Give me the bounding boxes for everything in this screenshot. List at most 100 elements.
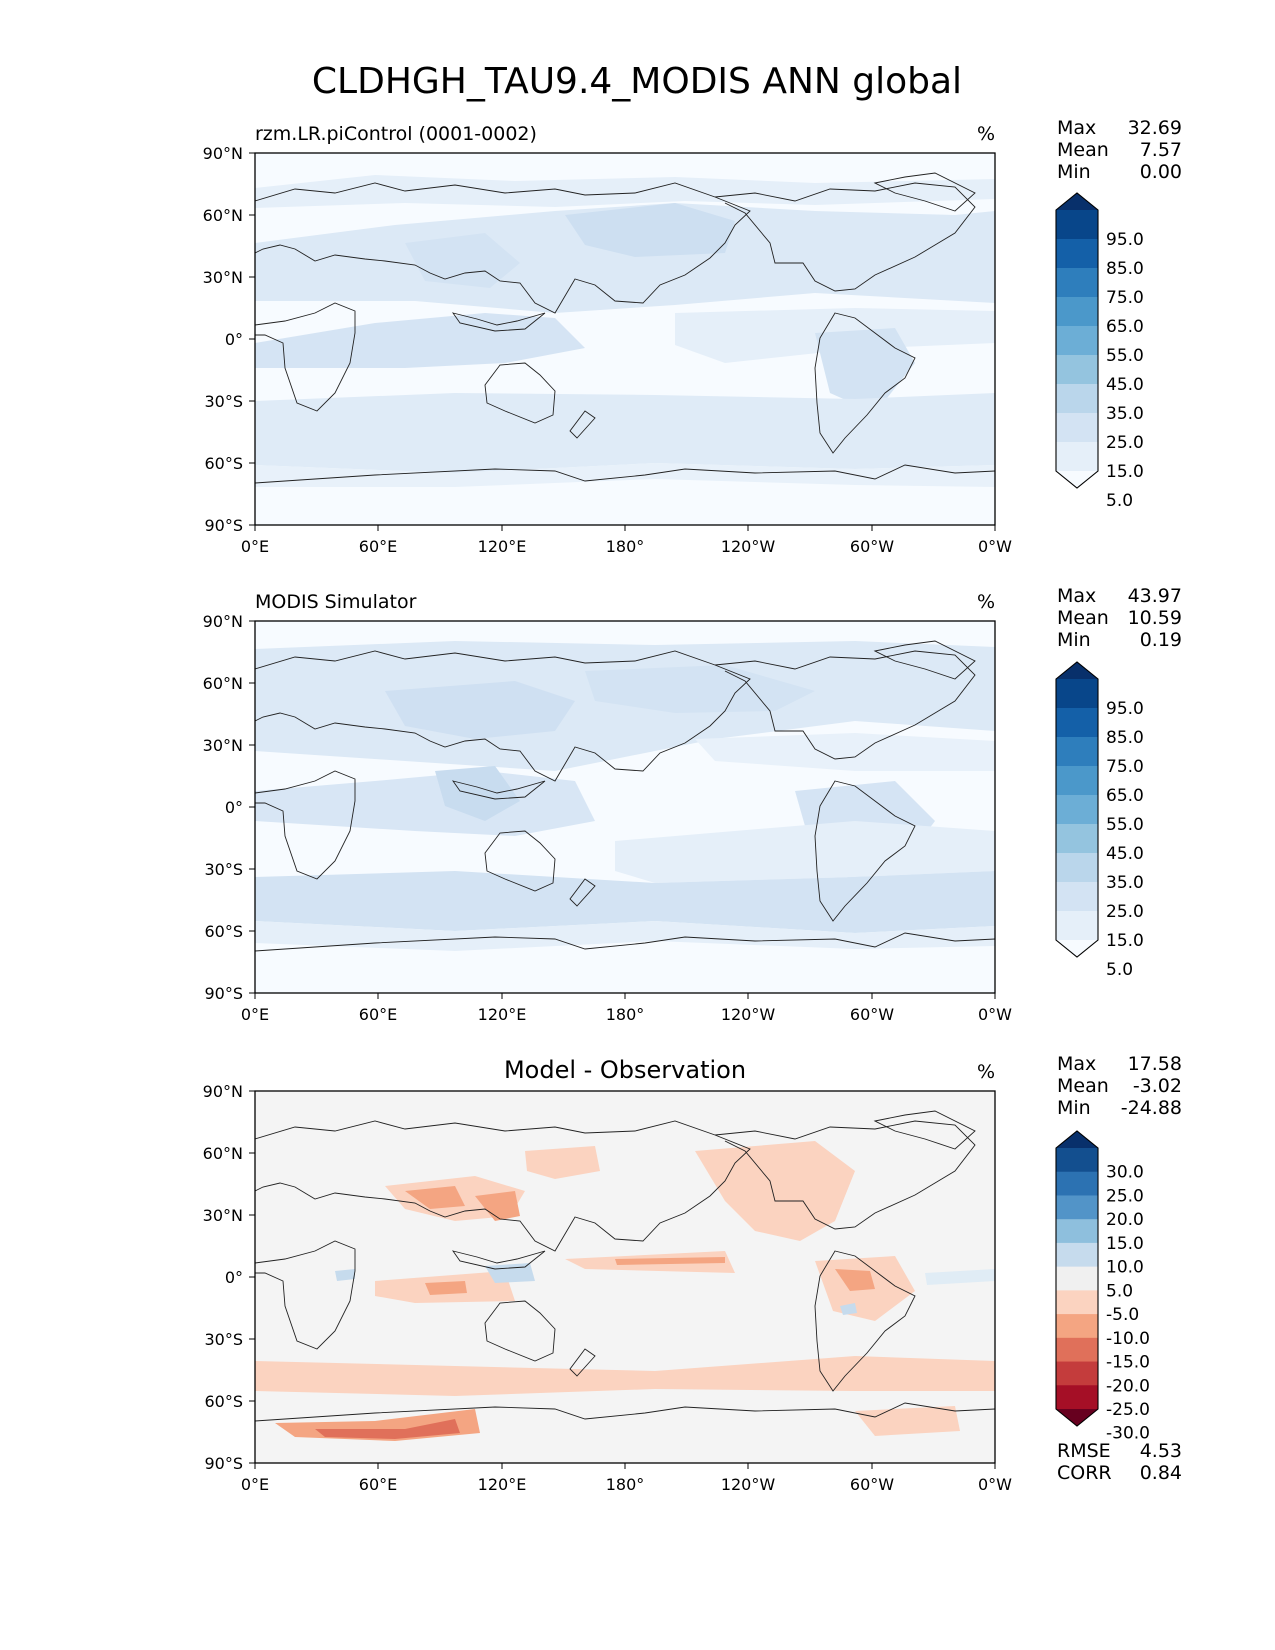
colorbar-tick-label: 5.0 xyxy=(1106,1281,1133,1301)
lon-axis: 0°E 60°E 120°E 180° 120°W 60°W 0°W xyxy=(241,993,1012,1024)
colorbar-segment xyxy=(1056,824,1098,854)
lat-tick: 60°N xyxy=(203,1144,243,1163)
stat-label-max: Max xyxy=(1057,1053,1096,1075)
colorbar-segment xyxy=(1056,679,1098,709)
map-field xyxy=(255,1091,995,1463)
coastlines xyxy=(255,172,995,484)
colorbar-tick-label: 25.0 xyxy=(1106,433,1144,453)
stat-value-mean: -3.02 xyxy=(1133,1075,1182,1097)
lon-tick: 60°W xyxy=(850,1475,894,1494)
lon-tick: 120°W xyxy=(721,1005,776,1024)
stat-value-mean: 7.57 xyxy=(1140,139,1182,161)
stat-value-min: -24.88 xyxy=(1121,1097,1182,1119)
colorbar-tick-label: 15.0 xyxy=(1106,462,1144,482)
metric-label-corr: CORR xyxy=(1057,1462,1112,1484)
lon-tick: 60°E xyxy=(359,1005,397,1024)
lat-tick: 0° xyxy=(225,330,243,349)
lat-axis: 90°N 60°N 30°N 0° 30°S 60°S 90°S xyxy=(203,1082,255,1473)
colorbar-extend-min xyxy=(1056,471,1098,488)
lat-tick: 60°S xyxy=(204,1392,243,1411)
stat-label-max: Max xyxy=(1057,117,1096,139)
colorbar-tick-label: 35.0 xyxy=(1106,873,1144,893)
colorbar-segment xyxy=(1056,413,1098,443)
lon-tick: 0°W xyxy=(978,1475,1012,1494)
colorbar-tick-label: 45.0 xyxy=(1106,844,1144,864)
lon-tick: 60°E xyxy=(359,1475,397,1494)
lat-tick: 60°S xyxy=(204,454,243,473)
lat-axis: 90°N 60°N 30°N 0° 30°S 60°S 90°S xyxy=(203,612,255,1003)
colorbar-tick-label: 75.0 xyxy=(1106,288,1144,308)
lat-tick: 30°S xyxy=(204,860,243,879)
lon-tick: 60°W xyxy=(850,537,894,556)
colorbar-segment xyxy=(1056,1314,1098,1339)
colorbar-tick-label: 15.0 xyxy=(1106,1234,1144,1254)
colorbar-segment xyxy=(1056,708,1098,738)
colorbar-tick-label: 20.0 xyxy=(1106,1210,1144,1230)
lon-tick: 120°W xyxy=(721,537,776,556)
metric-value-corr: 0.84 xyxy=(1140,1462,1182,1484)
colorbar-tick-label: 85.0 xyxy=(1106,259,1144,279)
coastlines xyxy=(255,640,995,952)
colorbar-tick-label: -5.0 xyxy=(1106,1305,1139,1325)
colorbar-segment xyxy=(1056,355,1098,385)
lon-tick: 0°W xyxy=(978,537,1012,556)
colorbar-tick-label: -15.0 xyxy=(1106,1353,1150,1373)
lat-tick: 30°N xyxy=(203,268,243,287)
colorbar-tick-label: 10.0 xyxy=(1106,1258,1144,1278)
lat-tick: 30°N xyxy=(203,1206,243,1225)
colorbar-outline xyxy=(1055,192,1099,489)
stat-label-min: Min xyxy=(1057,1097,1091,1119)
stat-value-min: 0.19 xyxy=(1140,629,1182,651)
lat-tick: 90°S xyxy=(204,516,243,535)
metrics-diff: RMSE 4.53 CORR 0.84 xyxy=(1057,1440,1182,1484)
panel-title-center: Model - Observation xyxy=(504,1056,746,1084)
colorbar-segment xyxy=(1056,1148,1098,1173)
panel-units: % xyxy=(977,1061,995,1083)
colorbar-tick-label: 95.0 xyxy=(1106,699,1144,719)
lon-tick: 60°W xyxy=(850,1005,894,1024)
colorbar-segment xyxy=(1056,737,1098,767)
colorbar-diff: 30.0 25.0 20.0 15.0 10.0 5.0 -5.0 -10.0 -15.0 -20… xyxy=(1055,1130,1150,1444)
colorbar-segment xyxy=(1056,853,1098,883)
stats-diff: Max 17.58 Mean -3.02 Min -24.88 xyxy=(1057,1053,1182,1119)
colorbar-segment xyxy=(1056,795,1098,825)
lat-tick: 60°N xyxy=(203,674,243,693)
colorbar-segment xyxy=(1056,1290,1098,1315)
stats-model: Max 32.69 Mean 7.57 Min 0.00 xyxy=(1057,117,1182,183)
colorbar-outline xyxy=(1055,661,1099,958)
colorbar-extend-min xyxy=(1056,940,1098,957)
colorbar-segment xyxy=(1056,1219,1098,1244)
stat-label-min: Min xyxy=(1057,629,1091,651)
lon-axis: 0°E 60°E 120°E 180° 120°W 60°W 0°W xyxy=(241,525,1012,556)
stat-label-mean: Mean xyxy=(1057,139,1109,161)
colorbar-segment xyxy=(1056,1266,1098,1291)
metric-label-rmse: RMSE xyxy=(1057,1440,1111,1462)
stat-value-max: 32.69 xyxy=(1128,117,1182,139)
colorbar-segment xyxy=(1056,1361,1098,1386)
lon-tick: 180° xyxy=(606,1005,645,1024)
lat-tick: 60°S xyxy=(204,922,243,941)
lon-tick: 180° xyxy=(606,537,645,556)
colorbar-tick-label: 25.0 xyxy=(1106,1186,1144,1206)
lat-tick: 90°S xyxy=(204,984,243,1003)
panel-obs: MODIS Simulator % xyxy=(203,591,1013,1024)
metric-value-rmse: 4.53 xyxy=(1140,1440,1182,1462)
panel-units: % xyxy=(977,591,995,613)
panel-title-left: rzm.LR.piControl (0001-0002) xyxy=(255,123,537,145)
stat-label-mean: Mean xyxy=(1057,607,1109,629)
colorbar-tick-label: 15.0 xyxy=(1106,931,1144,951)
lon-tick: 0°E xyxy=(241,537,269,556)
colorbar-obs: 95.0 85.0 75.0 65.0 55.0 45.0 35.0 25.0 15.0 5.0 xyxy=(1055,661,1144,980)
stat-value-min: 0.00 xyxy=(1140,161,1182,183)
panel-units: % xyxy=(977,123,995,145)
stat-value-max: 17.58 xyxy=(1128,1053,1182,1075)
lon-tick: 180° xyxy=(606,1475,645,1494)
lon-tick: 0°E xyxy=(241,1005,269,1024)
stat-label-mean: Mean xyxy=(1057,1075,1109,1097)
panel-diff: Model - Observation % xyxy=(203,1056,1013,1494)
lat-tick: 90°N xyxy=(203,1082,243,1101)
lon-tick: 120°E xyxy=(478,1475,527,1494)
colorbar-extend-max xyxy=(1056,193,1098,210)
lat-tick: 90°N xyxy=(203,144,243,163)
